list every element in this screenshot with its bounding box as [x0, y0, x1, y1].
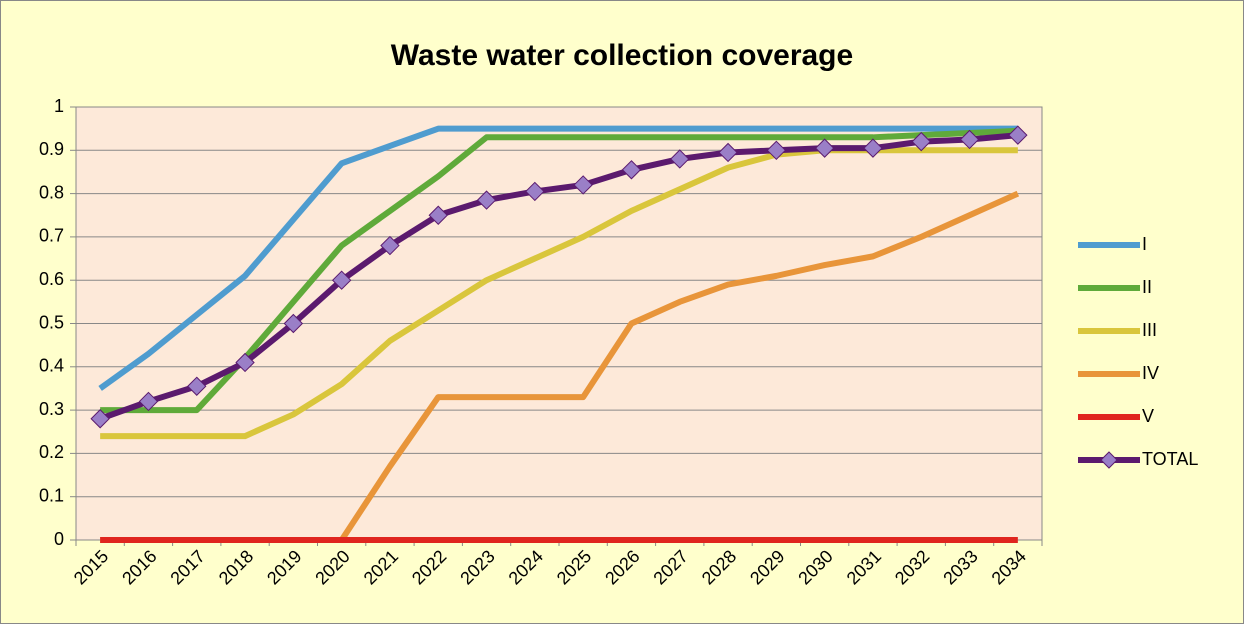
marker [525, 181, 545, 202]
marker [911, 131, 931, 152]
legend-label: I [1142, 234, 1147, 254]
marker [1008, 125, 1028, 145]
y-tick-label: 0.3 [39, 399, 64, 419]
marker [235, 352, 255, 373]
series-line [100, 127, 1018, 414]
legend-marker [1100, 451, 1118, 469]
marker [718, 142, 738, 163]
y-tick-label: 0.7 [39, 226, 64, 246]
marker [959, 129, 980, 150]
marker [863, 138, 883, 158]
y-tick-label: 0.4 [39, 356, 64, 376]
marker [283, 313, 304, 334]
y-tick-label: 0.1 [39, 485, 64, 505]
legend-label: II [1142, 277, 1152, 297]
legend-label: V [1142, 406, 1154, 426]
marker [814, 138, 835, 158]
marker [380, 235, 400, 256]
marker [573, 175, 593, 195]
legend-label: III [1142, 320, 1157, 340]
chart-title: Waste water collection coverage [391, 39, 853, 72]
y-tick-label: 0.9 [39, 139, 64, 159]
y-tick-label: 0.2 [39, 442, 64, 462]
y-tick-label: 0.8 [39, 182, 64, 202]
marker [476, 190, 497, 210]
legend-label: IV [1142, 363, 1159, 383]
marker [670, 149, 690, 169]
y-tick-label: 1 [54, 96, 64, 116]
marker [331, 270, 352, 290]
marker [90, 409, 110, 429]
y-tick-label: 0.6 [39, 269, 64, 289]
marker [766, 140, 787, 161]
legend-label: TOTAL [1142, 449, 1198, 469]
marker [138, 391, 159, 412]
marker [621, 160, 642, 180]
series-line [98, 125, 1018, 391]
marker [428, 205, 448, 225]
y-tick-label: 0.5 [39, 312, 64, 332]
y-tick-label: 0 [54, 529, 64, 549]
marker [187, 376, 207, 396]
